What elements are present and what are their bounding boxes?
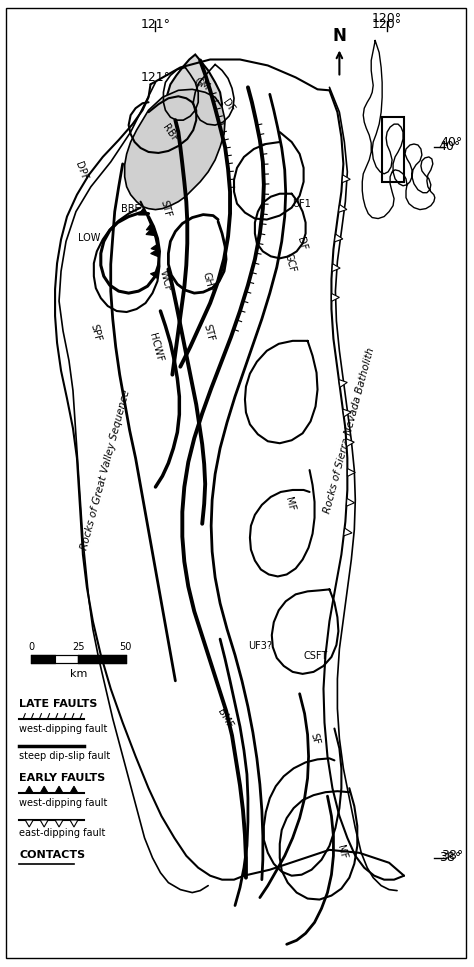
Text: BBF: BBF bbox=[121, 204, 140, 214]
Text: 121°: 121° bbox=[140, 72, 171, 84]
Polygon shape bbox=[146, 222, 155, 230]
Text: Rocks of Great Valley Sequence: Rocks of Great Valley Sequence bbox=[80, 389, 132, 551]
Polygon shape bbox=[138, 208, 147, 215]
Text: west-dipping fault: west-dipping fault bbox=[19, 723, 108, 734]
Text: MF: MF bbox=[283, 496, 296, 512]
Text: 120°: 120° bbox=[372, 17, 402, 31]
Polygon shape bbox=[166, 54, 222, 134]
Polygon shape bbox=[347, 468, 356, 477]
Polygon shape bbox=[338, 204, 347, 213]
Text: UF1: UF1 bbox=[292, 198, 310, 209]
Text: 25: 25 bbox=[72, 642, 85, 652]
Polygon shape bbox=[146, 228, 155, 236]
Text: N: N bbox=[332, 26, 346, 44]
Text: 38°: 38° bbox=[441, 849, 463, 863]
Text: HCWF: HCWF bbox=[147, 332, 164, 363]
Text: STF: STF bbox=[158, 199, 173, 219]
Polygon shape bbox=[55, 786, 63, 793]
Polygon shape bbox=[335, 234, 343, 242]
Polygon shape bbox=[343, 409, 351, 417]
Polygon shape bbox=[151, 244, 159, 251]
Text: RBF: RBF bbox=[161, 123, 180, 144]
Text: BMF: BMF bbox=[216, 708, 235, 730]
Polygon shape bbox=[40, 820, 48, 827]
Polygon shape bbox=[70, 786, 78, 793]
Polygon shape bbox=[346, 498, 355, 507]
Text: 40°: 40° bbox=[441, 135, 463, 149]
Polygon shape bbox=[344, 528, 352, 536]
Text: DF: DF bbox=[295, 236, 308, 251]
Text: 50: 50 bbox=[119, 642, 132, 652]
Text: STF: STF bbox=[201, 323, 215, 343]
Polygon shape bbox=[40, 786, 48, 793]
Text: CONTACTS: CONTACTS bbox=[19, 850, 85, 860]
Polygon shape bbox=[342, 175, 350, 183]
Polygon shape bbox=[151, 249, 159, 257]
Polygon shape bbox=[339, 379, 347, 388]
Text: GHF: GHF bbox=[201, 271, 216, 293]
Text: DPF: DPF bbox=[73, 161, 89, 182]
Text: GM: GM bbox=[193, 75, 211, 92]
Text: 38°: 38° bbox=[439, 851, 461, 864]
Text: west-dipping fault: west-dipping fault bbox=[19, 798, 108, 808]
Text: 0: 0 bbox=[28, 642, 34, 652]
Text: WCF: WCF bbox=[158, 269, 173, 293]
Text: east-dipping fault: east-dipping fault bbox=[19, 828, 106, 838]
Text: DF: DF bbox=[220, 98, 236, 114]
Polygon shape bbox=[25, 820, 33, 827]
Text: Rocks of Sierra Nevada Batholith: Rocks of Sierra Nevada Batholith bbox=[322, 346, 376, 514]
Polygon shape bbox=[55, 820, 63, 827]
Polygon shape bbox=[70, 820, 78, 827]
Text: 121°: 121° bbox=[140, 17, 171, 31]
Text: 120°: 120° bbox=[372, 12, 402, 25]
Bar bbox=[382, 117, 404, 182]
Polygon shape bbox=[125, 89, 225, 210]
Polygon shape bbox=[25, 786, 33, 793]
Text: MF: MF bbox=[335, 843, 348, 860]
Text: SF: SF bbox=[308, 731, 321, 746]
Polygon shape bbox=[332, 264, 340, 272]
Text: LATE FAULTS: LATE FAULTS bbox=[19, 699, 98, 709]
Text: EARLY FAULTS: EARLY FAULTS bbox=[19, 774, 106, 783]
Text: GCF: GCF bbox=[283, 251, 297, 274]
Polygon shape bbox=[346, 439, 354, 447]
Polygon shape bbox=[331, 293, 339, 302]
Text: steep dip-slip fault: steep dip-slip fault bbox=[19, 751, 110, 761]
Text: SPF: SPF bbox=[89, 323, 103, 343]
Text: 40°: 40° bbox=[439, 140, 461, 154]
Text: UF3?: UF3? bbox=[248, 641, 272, 651]
Polygon shape bbox=[150, 271, 159, 278]
Text: LOW: LOW bbox=[78, 233, 100, 244]
Text: km: km bbox=[70, 669, 87, 679]
Text: CSFT: CSFT bbox=[303, 651, 328, 661]
